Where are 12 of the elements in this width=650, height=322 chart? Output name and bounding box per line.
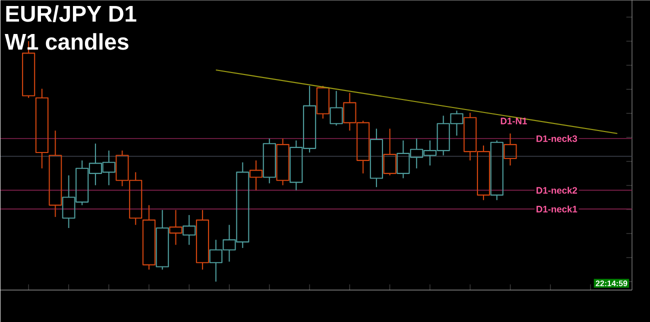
ref-line-label: D1-neck3	[536, 135, 578, 142]
chart-title: EUR/JPY D1	[6, 5, 136, 22]
candlestick	[182, 214, 196, 246]
candlestick	[48, 130, 62, 218]
candlestick	[35, 88, 49, 169]
candlestick	[504, 132, 517, 166]
ref-line-label: D1-neck2	[536, 186, 578, 194]
chart-subtitle: W1 candles	[4, 33, 128, 50]
candlestick	[249, 160, 263, 191]
ref-line-label: D1-neck1	[536, 206, 578, 212]
candlestick	[169, 209, 182, 246]
annotation: D1-N1	[500, 118, 527, 124]
